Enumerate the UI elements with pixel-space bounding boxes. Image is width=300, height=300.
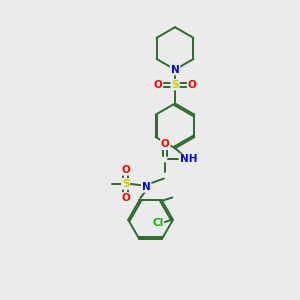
- Text: NH: NH: [179, 154, 197, 164]
- Text: O: O: [121, 193, 130, 203]
- Text: Cl: Cl: [152, 218, 163, 228]
- Text: N: N: [142, 182, 151, 192]
- Text: N: N: [171, 64, 179, 75]
- Text: S: S: [122, 179, 129, 189]
- Text: O: O: [161, 139, 170, 149]
- Text: O: O: [121, 165, 130, 175]
- Text: O: O: [188, 80, 197, 90]
- Text: O: O: [154, 80, 162, 90]
- Text: S: S: [171, 80, 179, 90]
